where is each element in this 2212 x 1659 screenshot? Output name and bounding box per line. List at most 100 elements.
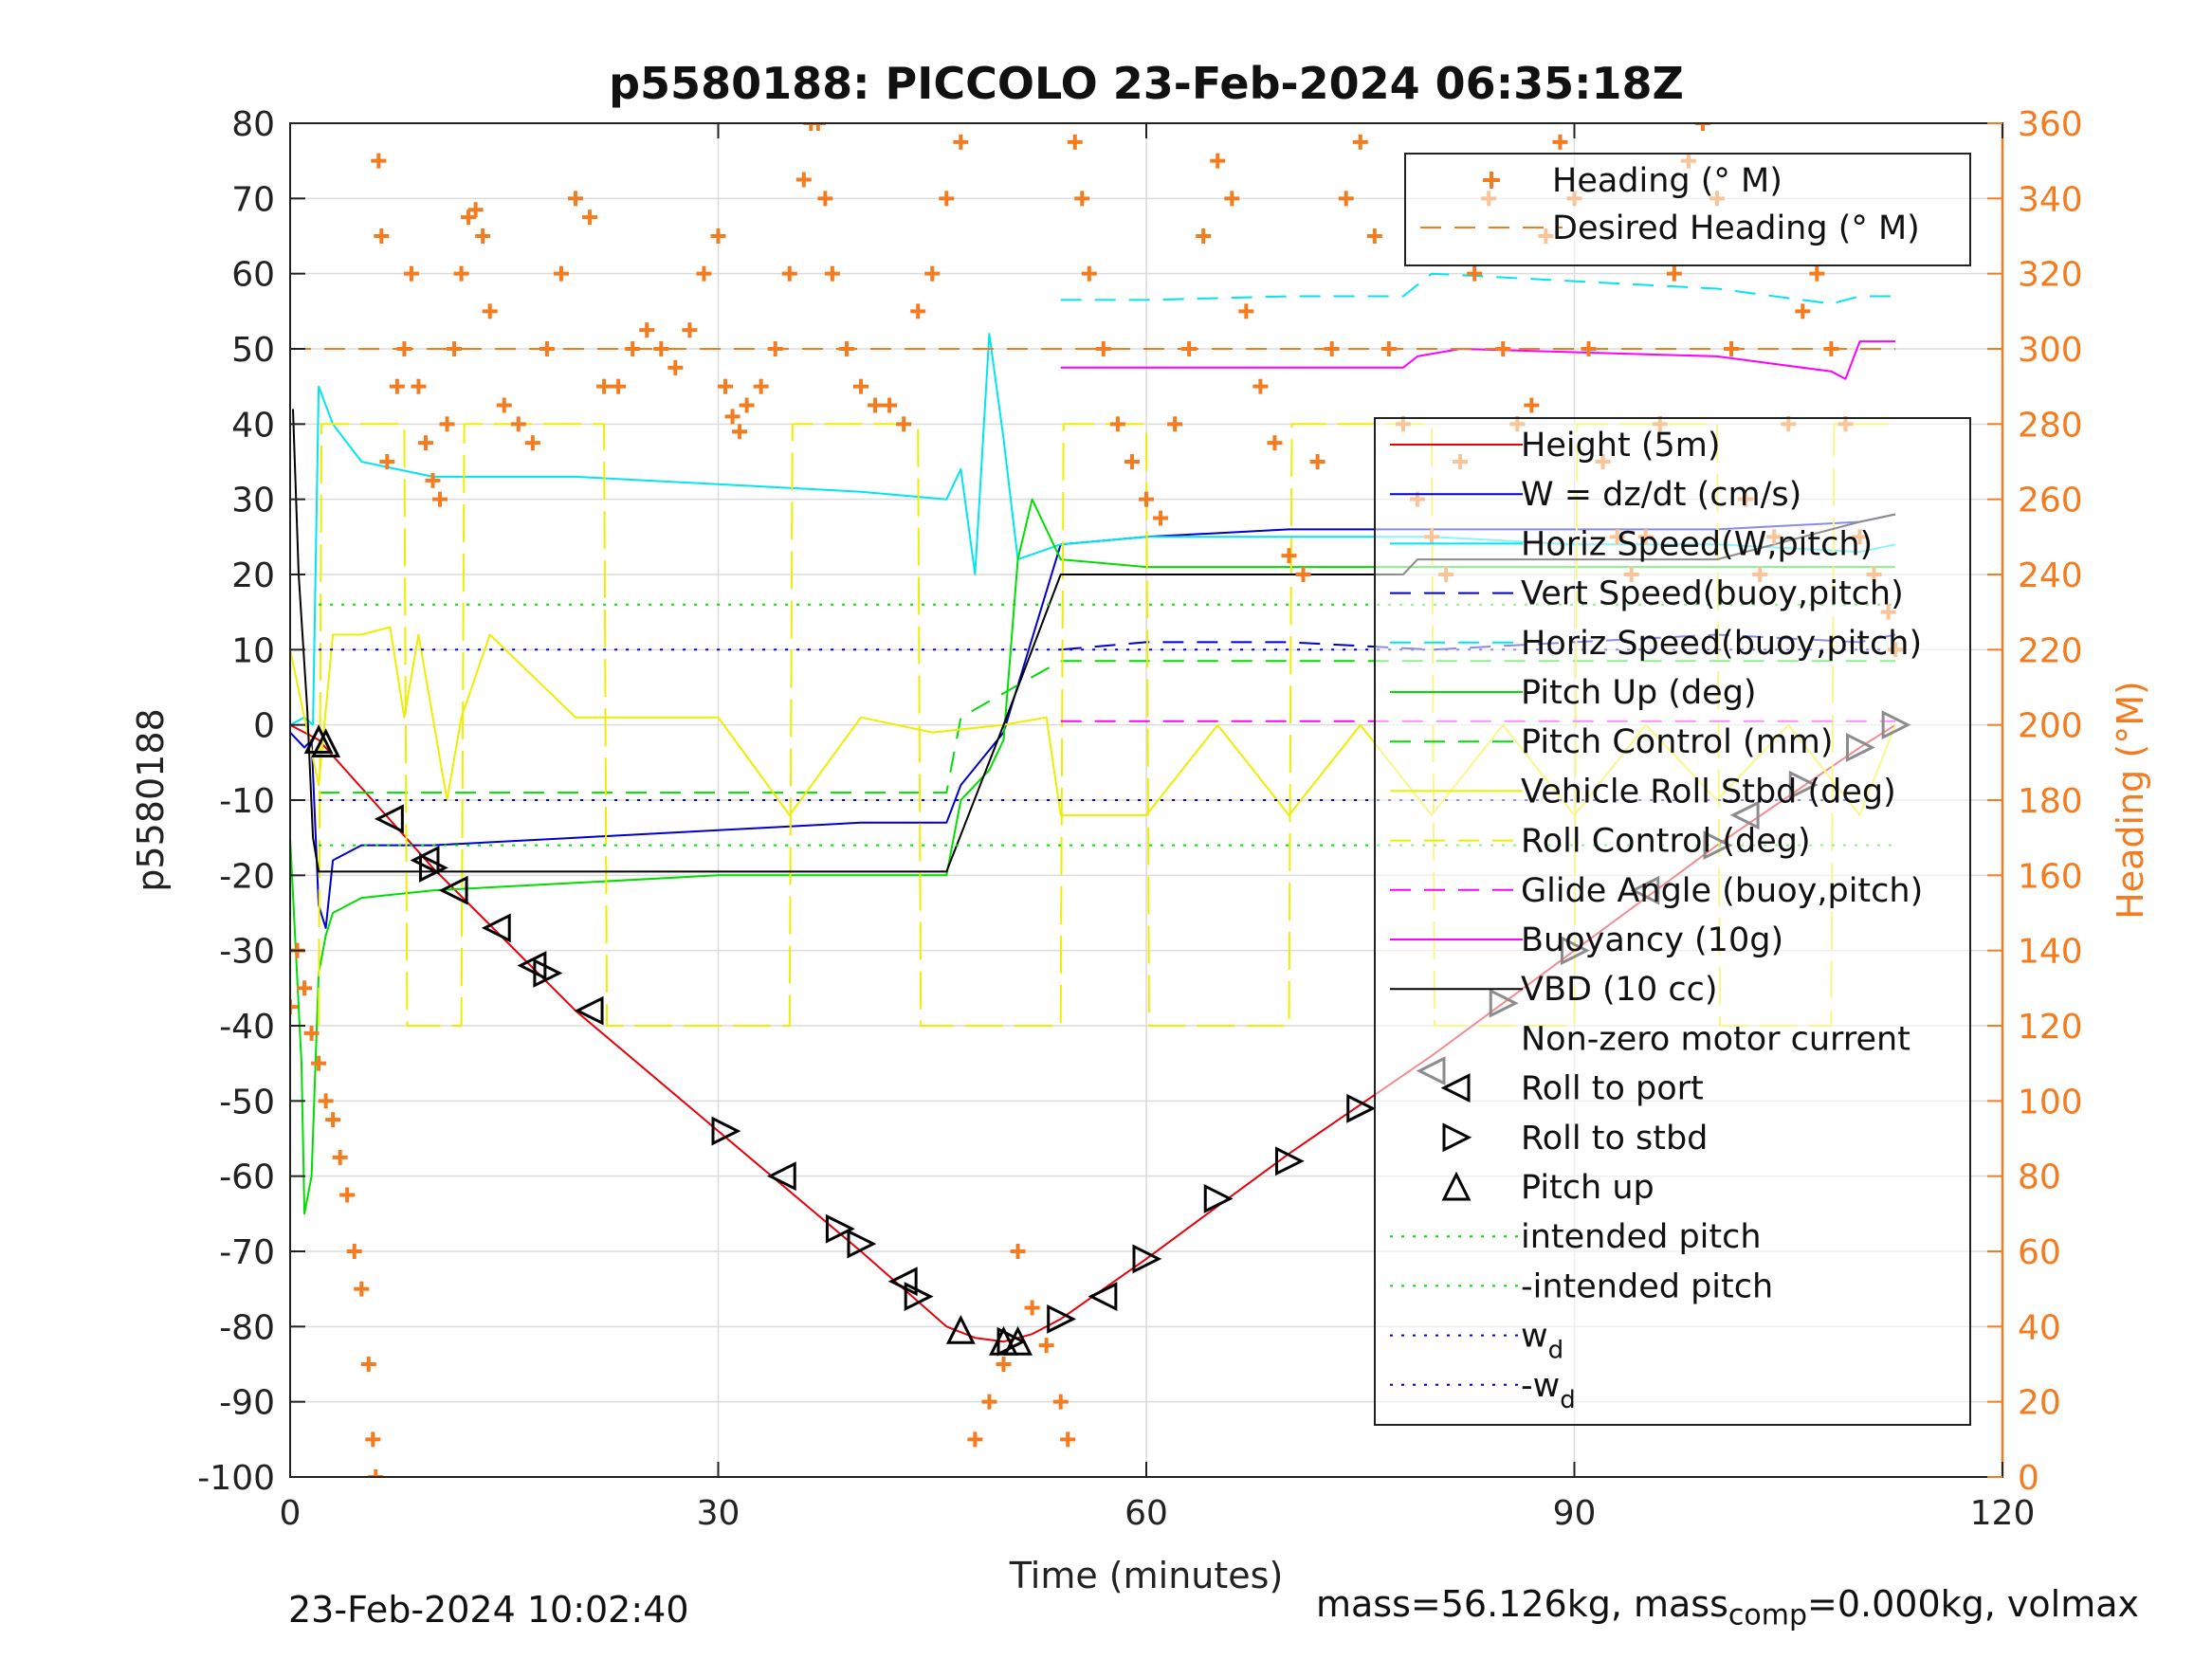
y2-tick-label: 300 (2018, 331, 2083, 370)
heading-point (1095, 341, 1111, 356)
roll-to-port-marker (374, 804, 404, 834)
heading-point (510, 416, 526, 432)
heading-point (461, 210, 477, 226)
legend-label: Roll to port (1521, 1070, 1704, 1108)
legend-label: Pitch up (1521, 1169, 1654, 1207)
roll-to-port-marker (481, 913, 511, 943)
heading-point (1467, 265, 1483, 282)
heading-point (339, 1187, 356, 1203)
roll-to-stbd-marker (1346, 1093, 1377, 1123)
x-tick-label: 90 (1553, 1494, 1597, 1533)
legend-label-sub: d (1560, 1386, 1576, 1414)
heading-point (1552, 134, 1568, 150)
axes: 0 30 60 90 120-100-90-80-70-60-50-40-30-20-1… (197, 105, 2082, 1533)
legend-label: Pitch Up (deg) (1521, 674, 1757, 712)
heading-point (1295, 567, 1311, 582)
y2-tick-label: 40 (2018, 1308, 2061, 1347)
y-tick-label: 60 (231, 256, 275, 295)
y-tick-label: 40 (231, 406, 275, 445)
heading-point (1238, 303, 1254, 319)
heading-point (724, 409, 740, 425)
heading-point (1352, 134, 1368, 150)
y-tick-label: -20 (219, 857, 275, 896)
heading-point (417, 435, 433, 451)
footer-mass-info: mass=56.126kg, masscomp=0.000kg, volmax (1316, 1583, 2139, 1632)
legend-label: VBD (10 cc) (1521, 971, 1718, 1009)
heading-point (838, 341, 854, 356)
roll-to-stbd-marker (847, 1229, 877, 1259)
legend-label: Buoyancy (10g) (1521, 921, 1783, 959)
legend-box (1404, 153, 1971, 266)
heading-point (939, 191, 955, 207)
heading-point (1052, 1394, 1069, 1410)
y-tick-label: 80 (231, 105, 275, 144)
heading-point (1267, 435, 1283, 451)
legend-label: Vert Speed(buoy,pitch) (1521, 575, 1904, 613)
y-tick-label: -60 (219, 1158, 275, 1197)
heading-point (810, 123, 826, 131)
heading-point (1181, 341, 1197, 356)
heading-point (1109, 416, 1125, 432)
roll-to-stbd-marker (825, 1213, 855, 1244)
heading-point (767, 341, 783, 356)
y2-tick-label: 340 (2018, 180, 2083, 219)
heading-point (1581, 341, 1597, 356)
footer-timestamp: 23-Feb-2024 10:02:40 (288, 1589, 689, 1631)
heading-point (1524, 397, 1540, 413)
heading-point (374, 228, 390, 244)
chart-title: p5580188: PICCOLO 23-Feb-2024 06:35:18Z (609, 58, 1684, 109)
heading-point (803, 123, 819, 131)
series-line (1060, 272, 1896, 305)
x-axis-label: Time (minutes) (1009, 1555, 1284, 1596)
heading-point (1038, 1338, 1054, 1354)
y2-tick-label: 100 (2018, 1083, 2083, 1121)
heading-point (553, 265, 569, 282)
heading-point (1281, 548, 1297, 564)
roll-to-stbd-marker (419, 852, 448, 883)
heading-point (496, 397, 512, 413)
y2-tick-label: 140 (2018, 933, 2083, 972)
heading-point (411, 378, 427, 394)
heading-point (1081, 265, 1097, 282)
heading-point (447, 341, 463, 356)
legend-label: intended pitch (1521, 1218, 1762, 1256)
heading-point (611, 378, 627, 394)
heading-point (1153, 510, 1169, 526)
heading-point (303, 1025, 320, 1041)
heading-point (1495, 341, 1511, 356)
heading-point (996, 1357, 1012, 1372)
y-tick-label: 20 (231, 556, 275, 595)
heading-point (1060, 1431, 1076, 1448)
heading-point (1795, 303, 1811, 319)
legend-label: Non-zero motor current (1521, 1020, 1910, 1058)
y-tick-label: -10 (219, 782, 275, 821)
heading-point (1724, 341, 1740, 356)
legend-label: Glide Angle (buoy,pitch) (1521, 872, 1923, 910)
roll-to-stbd-marker (1132, 1244, 1162, 1274)
y2-tick-label: 160 (2018, 857, 2083, 896)
heading-point (432, 491, 448, 507)
heading-point (795, 172, 812, 188)
y-tick-label: -70 (219, 1233, 275, 1272)
legend-label: Roll Control (deg) (1521, 823, 1811, 861)
heading-point (718, 378, 734, 394)
y2-tick-label: 80 (2018, 1158, 2061, 1197)
legend-label-sub: d (1548, 1337, 1564, 1365)
heading-point (475, 228, 491, 244)
heading-point (360, 1357, 376, 1372)
y-tick-label: -50 (219, 1083, 275, 1121)
heading-point (1309, 454, 1325, 469)
legend-label: Roll to stbd (1521, 1120, 1708, 1158)
heading-point (467, 202, 484, 218)
heading-point (368, 1469, 384, 1477)
heading-point (297, 980, 313, 996)
heading-point (524, 435, 540, 451)
heading-point (639, 322, 655, 338)
heading-point (1666, 265, 1682, 282)
heading-point (1252, 378, 1269, 394)
y2-tick-label: 280 (2018, 406, 2083, 445)
pitch-up-marker (945, 1314, 976, 1344)
x-tick-label: 120 (1970, 1494, 2036, 1533)
heading-point (1324, 341, 1340, 356)
roll-to-stbd-marker (1047, 1304, 1077, 1334)
